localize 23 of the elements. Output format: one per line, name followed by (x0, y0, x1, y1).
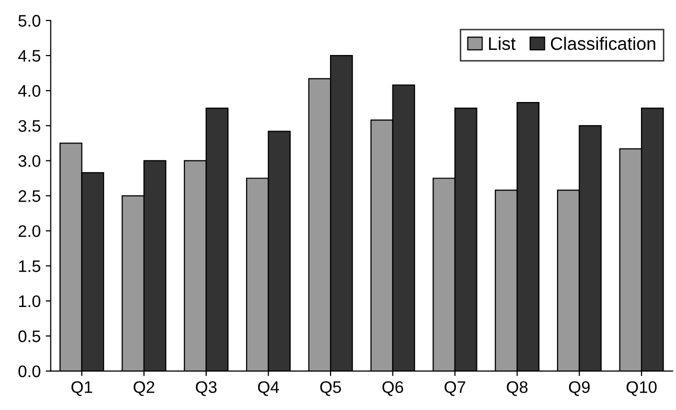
x-tick-label: Q9 (569, 381, 590, 396)
legend-label: Classification (550, 36, 656, 50)
y-tick-label: 0.0 (18, 365, 40, 378)
x-tick-label: Q7 (444, 381, 466, 396)
y-tick-label: 1.0 (19, 295, 40, 308)
y-tick-label: 0.5 (18, 330, 40, 342)
y-tick-label: 3.5 (18, 120, 40, 132)
y-tick-label: 4.5 (18, 50, 40, 62)
x-tick-label: Q5 (320, 381, 341, 396)
x-tick-label: Q10 (626, 381, 657, 396)
x-tick-label: Q1 (71, 381, 92, 396)
y-tick-label: 5.0 (18, 14, 40, 27)
x-tick-label: Q2 (134, 381, 154, 396)
x-tick-label: Q4 (258, 381, 279, 396)
y-tick-label: 4.0 (18, 85, 40, 97)
y-tick-label: 2.0 (18, 225, 40, 238)
x-tick-label: Q3 (196, 381, 217, 396)
x-tick-label: Q8 (506, 381, 528, 396)
y-tick-label: 3.0 (18, 155, 40, 167)
x-tick-label: Q6 (382, 381, 404, 396)
y-tick-label: 2.5 (18, 190, 40, 202)
legend-label: List (489, 36, 516, 50)
y-tick-label: 1.5 (19, 260, 40, 272)
